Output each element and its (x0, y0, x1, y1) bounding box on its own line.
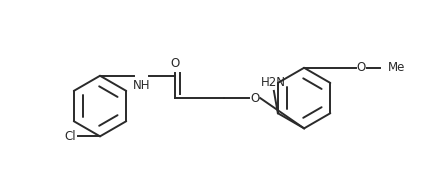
Text: O: O (357, 61, 366, 74)
Text: O: O (170, 57, 180, 70)
Text: O: O (250, 92, 259, 105)
Text: NH: NH (133, 79, 150, 92)
Text: H2N: H2N (261, 75, 286, 88)
Text: Cl: Cl (65, 130, 76, 143)
Text: Me: Me (388, 61, 405, 74)
